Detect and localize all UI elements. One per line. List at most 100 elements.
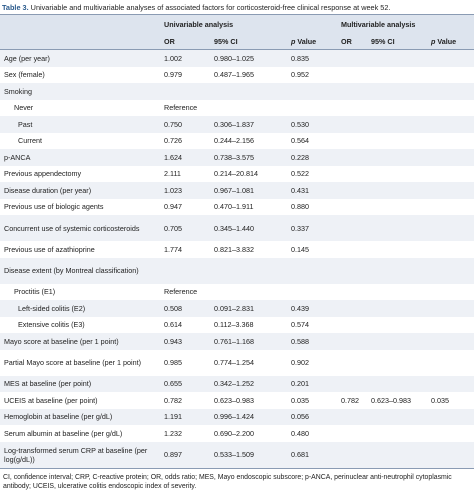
column-header: 95% CI <box>367 33 428 50</box>
multi-cell-p <box>427 408 474 425</box>
table-row: Partial Mayo score at baseline (per 1 po… <box>0 350 474 376</box>
multi-cell-ci <box>367 300 428 317</box>
cell-ci: 0.244–2.156 <box>214 136 254 146</box>
row-label: Past <box>0 116 160 133</box>
table-row: Left-sided colitis (E2) 0.508 0.091–2.831 0… <box>0 300 474 317</box>
row-label: Proctitis (E1) <box>14 287 56 297</box>
cell-or: 1.191 <box>160 408 210 425</box>
multi-cell-or <box>337 317 367 334</box>
row-label: p-ANCA <box>0 149 160 166</box>
blank-header <box>0 14 160 33</box>
cell-or: 0.943 <box>160 333 210 350</box>
cell-p: 0.880 <box>291 202 309 212</box>
multi-cell-ci <box>367 149 428 166</box>
blank-header <box>0 33 160 50</box>
cell-ci: 0.967–1.081 <box>210 182 287 199</box>
cell-or: 0.508 <box>160 300 210 317</box>
multi-cell-p <box>427 116 474 133</box>
table-row: Age (per year) 1.002 0.980–1.025 0.835 <box>0 49 474 67</box>
multi-cell-or <box>337 441 368 469</box>
multi-cell-ci <box>367 350 427 376</box>
multi-cell-p: 0.035 <box>431 395 450 405</box>
cell-or: 0.705 <box>160 215 210 241</box>
cell-p: 0.431 <box>287 182 338 199</box>
multi-cell-or <box>337 182 368 199</box>
multi-cell-ci <box>367 166 427 183</box>
table-row: Disease extent (by Montreal classificati… <box>0 257 474 284</box>
row-label: Disease extent (by Montreal classificati… <box>0 257 160 284</box>
row-label: Left-sided colitis (E2) <box>0 300 160 317</box>
multi-cell-ci <box>367 116 428 133</box>
multi-cell-p <box>427 257 474 284</box>
multi-cell-or <box>337 215 368 241</box>
column-header: OR <box>160 33 210 50</box>
row-label: Sex (female) <box>4 70 45 80</box>
cell-or: 0.750 <box>160 116 210 133</box>
column-header: OR <box>337 33 368 50</box>
multi-cell-ci <box>367 199 427 216</box>
cell-or: 0.979 <box>164 70 182 80</box>
cell-ci: 0.690–2.200 <box>214 428 254 438</box>
table-row: MES at baseline (per point) 0.655 0.342–1.… <box>0 375 474 392</box>
cell-p: 0.056 <box>287 408 338 425</box>
cell-p: 0.201 <box>287 375 338 392</box>
cell-ci <box>210 284 287 301</box>
multi-cell-p <box>427 215 474 241</box>
cell-p: 0.145 <box>291 244 309 254</box>
row-label: Smoking <box>0 83 160 100</box>
multi-cell-or <box>337 241 367 258</box>
row-label: Previous use of azathioprine <box>4 244 95 254</box>
multi-cell-ci <box>367 133 427 150</box>
cell-ci <box>210 100 287 117</box>
cell-p: 0.588 <box>287 333 338 350</box>
multi-cell-p <box>427 441 474 469</box>
row-label: Mayo score at baseline (per 1 point) <box>0 333 160 350</box>
cell-p <box>287 100 337 117</box>
multi-cell-ci <box>367 441 428 469</box>
multi-cell-p <box>427 100 474 117</box>
multi-cell-p <box>427 67 474 84</box>
table-row: Previous appendectomy 2.111 0.214–20.814 0.… <box>0 166 474 183</box>
table-row: Hemoglobin at baseline (per g/dL) 1.191 0.… <box>0 408 474 425</box>
table-row: Past 0.750 0.306–1.837 0.530 <box>0 116 474 133</box>
cell-or: 0.985 <box>164 358 182 367</box>
multi-cell-p <box>427 182 474 199</box>
multi-cell-or <box>337 257 368 284</box>
row-label: Partial Mayo score at baseline (per 1 po… <box>4 358 142 367</box>
cell-ci: 0.214–20.814 <box>214 169 258 179</box>
multi-cell-or <box>337 425 367 442</box>
cell-or: 0.655 <box>160 375 210 392</box>
cell-p: 0.228 <box>287 149 338 166</box>
multi-cell-ci: 0.623–0.983 <box>371 395 411 405</box>
multi-cell-ci <box>367 182 428 199</box>
multi-cell-p <box>427 166 474 183</box>
cell-ci: 0.980–1.025 <box>210 49 287 67</box>
cell-p <box>287 284 337 301</box>
table-row: Concurrent use of systemic corticosteroi… <box>0 215 474 241</box>
multi-cell-p <box>427 199 474 216</box>
multi-cell-ci <box>367 333 428 350</box>
row-label: Log-transformed serum CRP at baseline (p… <box>0 441 160 469</box>
cell-or: 1.624 <box>160 149 210 166</box>
cell-or: 0.782 <box>164 395 182 405</box>
cell-ci <box>210 83 287 100</box>
row-label: MES at baseline (per point) <box>0 375 160 392</box>
cell-ci: 0.470–1.911 <box>214 202 254 212</box>
multi-cell-or <box>337 408 368 425</box>
cell-ci: 0.306–1.837 <box>210 116 287 133</box>
multi-cell-or <box>337 133 367 150</box>
table-row: Sex (female) 0.979 0.487–1.965 0.952 <box>0 67 474 84</box>
cell-or <box>160 257 210 284</box>
column-header: p Value <box>427 33 474 50</box>
multi-cell-ci <box>367 425 427 442</box>
cell-or: 0.897 <box>160 441 210 469</box>
multi-cell-ci <box>367 49 428 67</box>
cell-p: 0.902 <box>291 358 309 367</box>
cell-or: 0.614 <box>164 320 182 330</box>
univariable-header: Univariable analysis <box>160 14 338 33</box>
cell-ci: 0.774–1.254 <box>214 358 254 367</box>
cell-p: 0.952 <box>291 70 309 80</box>
multi-cell-or <box>337 166 367 183</box>
multi-cell-or <box>337 375 368 392</box>
